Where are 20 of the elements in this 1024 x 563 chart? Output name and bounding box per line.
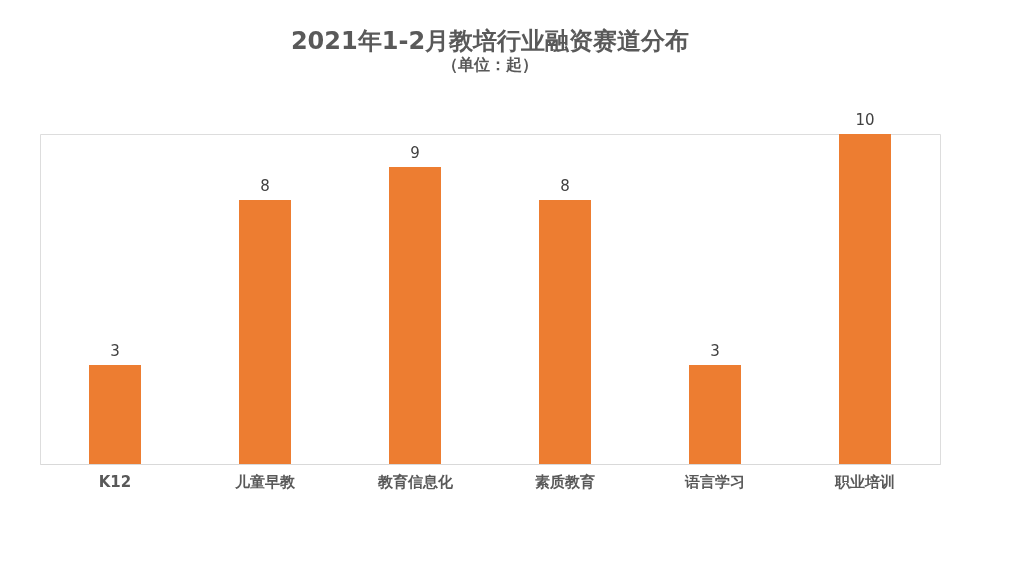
bar xyxy=(389,167,441,464)
x-tick-label: 职业培训 xyxy=(834,472,895,491)
bar xyxy=(89,365,141,464)
x-tick-label: K12 xyxy=(98,472,132,491)
x-tick-label: 素质教育 xyxy=(535,472,595,491)
chart-subtitle: （单位：起） xyxy=(442,55,538,74)
bar xyxy=(839,134,891,464)
x-tick-label: 儿童早教 xyxy=(234,472,296,491)
data-label: 8 xyxy=(260,177,270,195)
bar xyxy=(689,365,741,464)
bar xyxy=(539,200,591,464)
data-label: 3 xyxy=(110,342,120,360)
bar xyxy=(239,200,291,464)
data-label: 3 xyxy=(710,342,720,360)
data-label: 8 xyxy=(560,177,570,195)
x-tick-label: 语言学习 xyxy=(684,472,745,491)
data-label: 10 xyxy=(855,111,875,129)
x-tick-label: 教育信息化 xyxy=(376,472,454,491)
chart-title: 2021年1-2月教培行业融资赛道分布 xyxy=(290,27,690,55)
data-label: 9 xyxy=(410,144,420,162)
